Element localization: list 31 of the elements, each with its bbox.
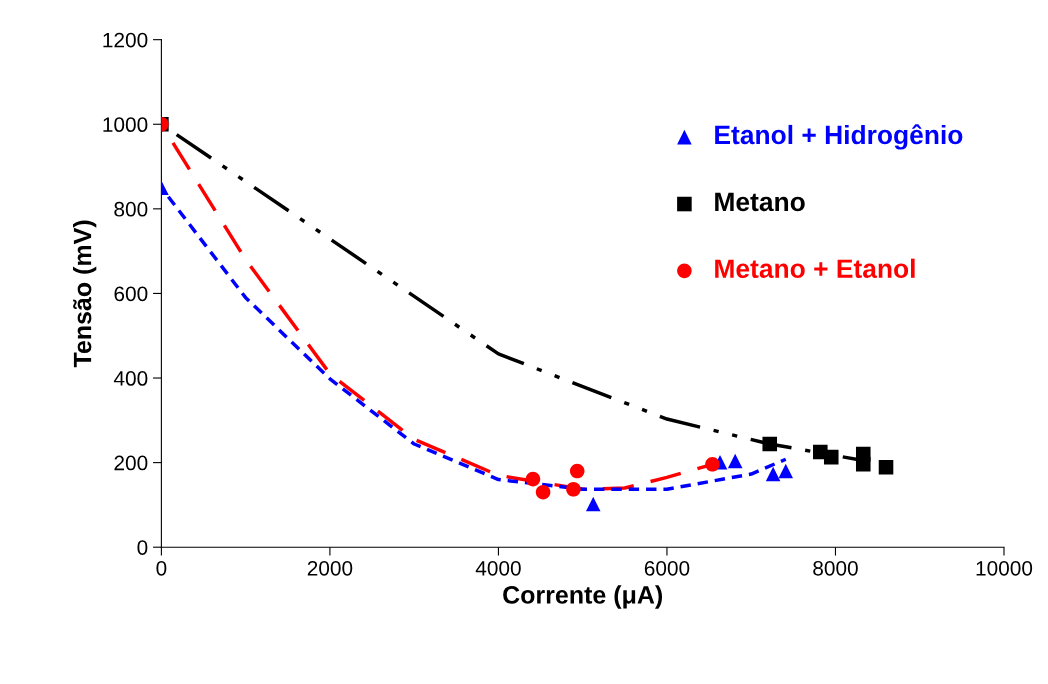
- y-tick-label: 1000: [103, 117, 148, 133]
- point: [878, 459, 894, 475]
- x-tick-label: 10000: [976, 560, 1033, 576]
- point: [585, 496, 601, 512]
- point: [823, 449, 839, 465]
- y-axis-title: Tensão (mV): [73, 220, 97, 368]
- y-tick-label: 1200: [103, 32, 148, 48]
- x-axis-title: Corrente (μA): [503, 585, 663, 609]
- y-tick-label: 400: [113, 371, 148, 386]
- y-tick-label: 800: [114, 201, 148, 217]
- point: [855, 457, 871, 472]
- point: [778, 463, 794, 479]
- x-tick-label: 6000: [644, 560, 690, 576]
- legend-label: Metano: [715, 192, 805, 212]
- legend-label: Etanol + Hidrogênio: [715, 124, 963, 150]
- x-tick-label: 0: [156, 560, 167, 576]
- y-tick-label: 200: [114, 455, 148, 471]
- legend-label: Metano + Etanol: [715, 258, 915, 279]
- y-tick-label: 0: [137, 540, 148, 555]
- x-tick-label: 4000: [475, 560, 521, 576]
- y-tick-label: 600: [114, 286, 148, 302]
- point: [762, 436, 778, 452]
- point: [535, 484, 551, 500]
- point: [765, 466, 781, 482]
- point: [569, 463, 585, 479]
- point: [525, 471, 541, 487]
- x-tick-label: 8000: [813, 560, 858, 576]
- point: [705, 457, 720, 472]
- point: [566, 481, 581, 497]
- x-tick-label: 2000: [307, 560, 353, 576]
- point: [727, 453, 743, 469]
